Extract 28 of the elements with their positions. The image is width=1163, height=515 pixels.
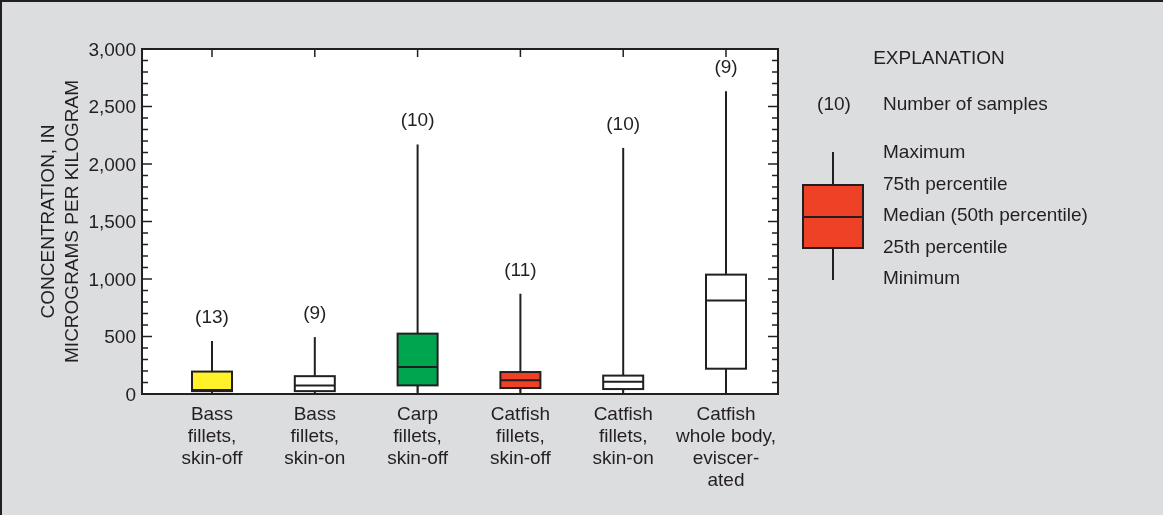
annotation: (9) xyxy=(303,302,327,324)
x-tick-label: Carp fillets, skin-off xyxy=(387,403,449,468)
x-tick-label: Bass fillets, skin-off xyxy=(181,403,244,468)
annotation: (11) xyxy=(504,258,537,280)
y-tick-label: 1,500 xyxy=(88,211,136,233)
y-tick-label: 2,000 xyxy=(88,153,136,175)
annotation: (10) xyxy=(400,109,435,131)
x-tick-label: Catfish fillets, skin-off xyxy=(489,403,552,468)
legend-title: EXPLANATION xyxy=(873,47,1005,68)
y-tick-label: 3,000 xyxy=(88,38,136,60)
x-tick-label: Bass fillets, skin-on xyxy=(284,403,346,468)
y-tick-label: 2,500 xyxy=(88,96,136,118)
text: 25th percentile xyxy=(883,235,1008,257)
text: Median (50th percentile) xyxy=(883,204,1088,225)
text: Maximum xyxy=(883,141,966,162)
annotation: (9) xyxy=(714,56,738,78)
y-tick-label: 0 xyxy=(125,383,136,405)
text: 75th percentile xyxy=(883,172,1008,194)
y-tick-label: 1,000 xyxy=(88,268,136,290)
x-tick-label: Catfish fillets, skin-on xyxy=(592,403,654,468)
text: (10) xyxy=(817,93,851,114)
annotation: (13) xyxy=(195,306,229,328)
x-tick-label: Catfish whole body, eviscer- ated xyxy=(675,403,776,490)
annotation: (10) xyxy=(606,112,641,134)
y-tick-label: 500 xyxy=(104,326,136,348)
y-axis-title: CONCENTRATION, IN MICROGRAMS PER KILOGRAM xyxy=(37,80,82,363)
text: Number of samples xyxy=(883,93,1048,114)
text: Minimum xyxy=(883,267,961,288)
